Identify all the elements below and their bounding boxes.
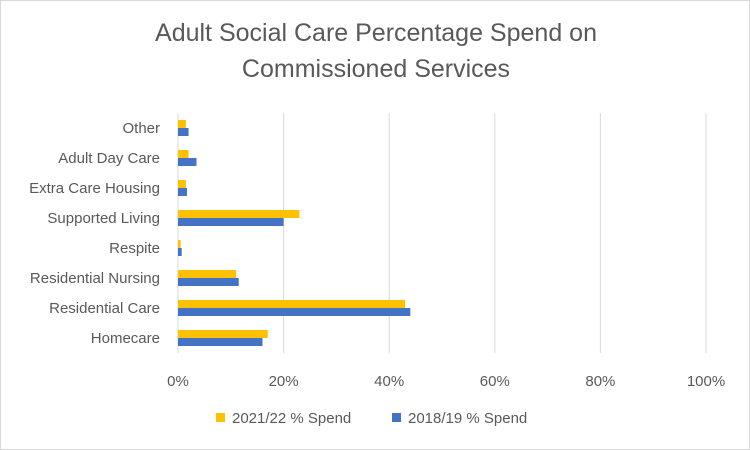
x-tick-label: 80%: [585, 373, 615, 390]
category-label: Homecare: [91, 330, 160, 347]
legend-label-1: 2018/19 % Spend: [408, 410, 527, 427]
bar-1-2: [178, 278, 239, 286]
category-label: Other: [122, 120, 160, 137]
category-label: Residential Care: [49, 300, 160, 317]
x-tick-label: 100%: [687, 373, 725, 390]
chart-title-line-2: Commissioned Services: [241, 55, 511, 83]
legend-swatch-1: [392, 413, 401, 422]
chart-title-line-1: Adult Social Care Percentage Spend on: [155, 19, 597, 47]
category-label: Supported Living: [47, 210, 160, 227]
bar-0-7: [178, 120, 186, 128]
bar-0-0: [178, 330, 268, 338]
chart-title: Adult Social Care Percentage Spend on Co…: [1, 15, 750, 87]
bar-1-3: [178, 248, 182, 256]
category-label: Adult Day Care: [58, 150, 160, 167]
legend-label-0: 2021/22 % Spend: [232, 410, 351, 427]
bar-1-5: [178, 188, 187, 196]
bar-0-3: [178, 240, 181, 248]
bar-1-7: [178, 128, 189, 136]
x-tick-label: 60%: [480, 373, 510, 390]
bar-1-6: [178, 158, 197, 166]
bar-0-4: [178, 210, 300, 218]
bar-1-0: [178, 338, 263, 346]
x-tick-label: 20%: [269, 373, 299, 390]
x-tick-label: 0%: [167, 373, 189, 390]
category-label: Respite: [109, 240, 160, 257]
bar-0-1: [178, 300, 406, 308]
bar-0-6: [178, 150, 189, 158]
bar-0-5: [178, 180, 186, 188]
bar-0-2: [178, 270, 237, 278]
legend-swatch-0: [216, 413, 225, 422]
category-label: Extra Care Housing: [29, 180, 160, 197]
category-label: Residential Nursing: [30, 270, 160, 287]
x-tick-label: 40%: [374, 373, 404, 390]
bar-1-4: [178, 218, 284, 226]
bar-1-1: [178, 308, 411, 316]
